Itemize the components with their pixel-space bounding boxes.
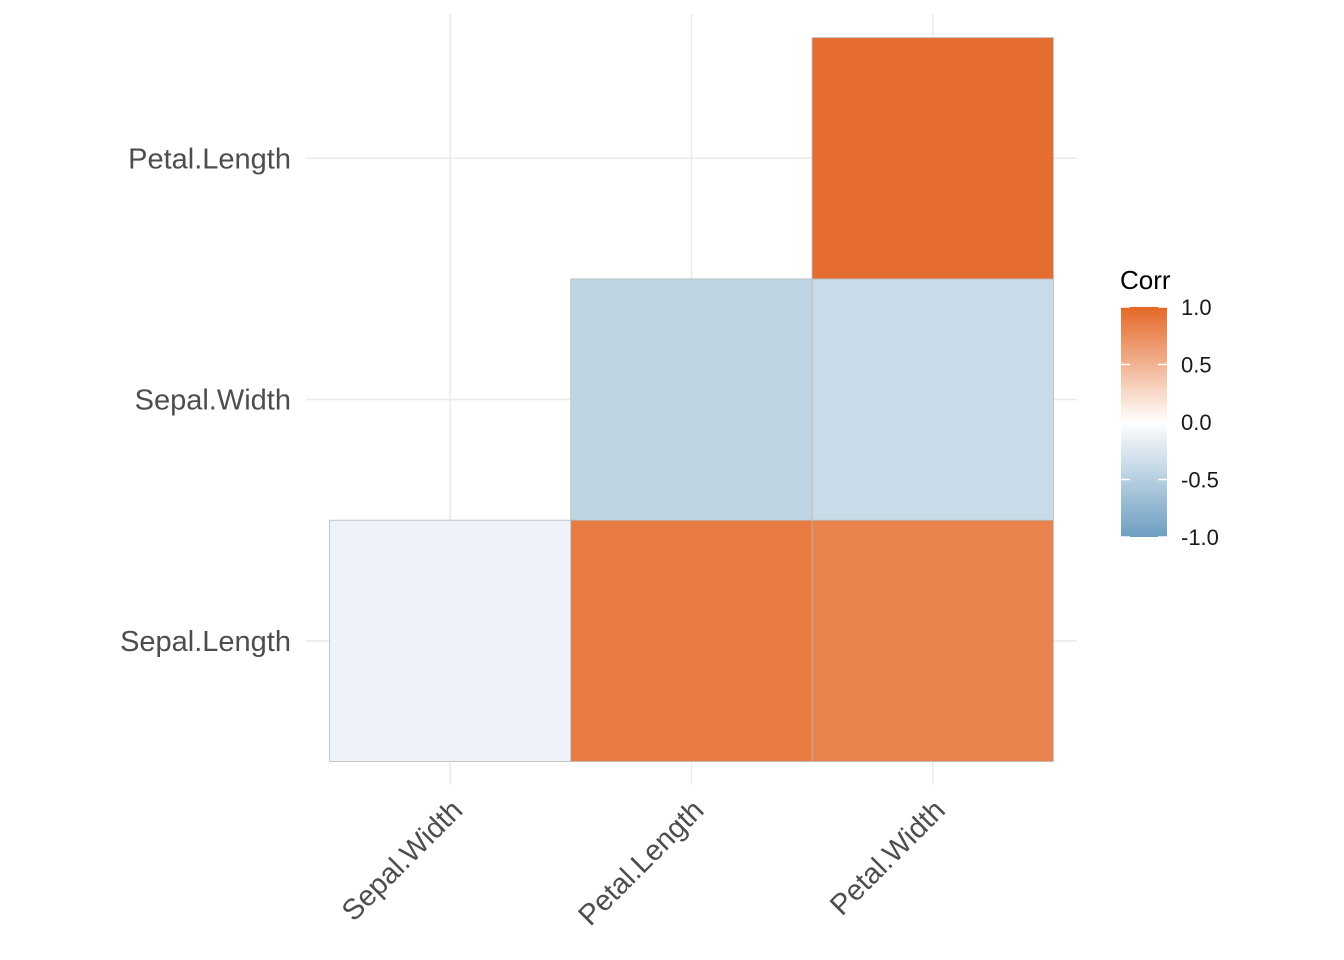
heatmap-cell xyxy=(811,278,1054,521)
y-axis-tick-labels: Sepal.Length Sepal.Width Petal.Length xyxy=(120,143,291,658)
y-tick-label: Sepal.Width xyxy=(135,385,291,417)
legend-tick-label: 0.5 xyxy=(1181,353,1212,378)
y-tick-label: Petal.Length xyxy=(128,143,291,175)
heatmap-cell xyxy=(811,37,1054,280)
x-tick-label: Petal.Width xyxy=(824,794,951,921)
legend-tick-label: -0.5 xyxy=(1181,468,1219,493)
legend-tick-label: 0.0 xyxy=(1181,410,1212,435)
y-tick-label: Sepal.Length xyxy=(120,626,291,658)
legend-title: Corr xyxy=(1120,265,1171,295)
heatmap-cell xyxy=(329,519,572,762)
legend-tick-label: 1.0 xyxy=(1181,295,1212,320)
x-tick-label: Sepal.Width xyxy=(336,794,469,927)
x-axis-tick-labels: Sepal.Width Petal.Length Petal.Width xyxy=(336,794,952,932)
heatmap-cell xyxy=(570,278,813,521)
x-tick-label: Petal.Length xyxy=(573,794,711,932)
heatmap-cell xyxy=(811,519,1054,762)
heatmap-cell xyxy=(570,519,813,762)
heatmap-cells xyxy=(329,37,1054,762)
legend-tick-label: -1.0 xyxy=(1181,525,1219,550)
legend-ticks: 1.0 0.5 0.0 -0.5 -1.0 xyxy=(1121,295,1219,550)
color-legend: Corr 1.0 0.5 0.0 -0.5 -1.0 xyxy=(1120,265,1219,550)
